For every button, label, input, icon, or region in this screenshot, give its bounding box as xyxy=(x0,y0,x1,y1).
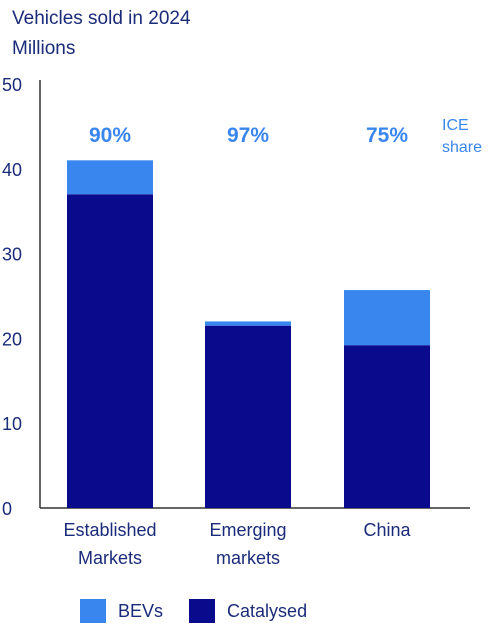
chart-legend: BEVs Catalysed xyxy=(80,598,333,624)
bar-catalysed-2 xyxy=(344,345,430,508)
ice-share-label: share xyxy=(442,139,482,156)
chart-title-block: Vehicles sold in 2024 Millions xyxy=(12,4,191,64)
x-tick-label: markets xyxy=(216,548,280,568)
ice-share-value: 75% xyxy=(366,124,408,147)
bar-catalysed-0 xyxy=(67,194,153,509)
ice-share-value: 97% xyxy=(227,124,269,147)
legend-item-catalysed: Catalysed xyxy=(189,599,307,623)
stacked-bar-chart: 0 10 20 30 40 50 Established Markets 90% Emerging… xyxy=(2,75,482,568)
bar-bevs-0 xyxy=(67,160,153,195)
legend-item-bevs: BEVs xyxy=(80,599,163,623)
y-tick-label: 20 xyxy=(2,329,22,349)
bar-bevs-1 xyxy=(205,321,291,326)
y-tick-label: 30 xyxy=(2,245,22,265)
bar-bevs-2 xyxy=(344,290,430,346)
legend-label-catalysed: Catalysed xyxy=(227,600,308,621)
y-tick-label: 10 xyxy=(2,414,22,434)
x-tick-label: China xyxy=(363,520,411,540)
chart-title: Vehicles sold in 2024 xyxy=(12,8,191,29)
ice-share-value: 90% xyxy=(89,124,131,147)
ice-share-label: ICE xyxy=(442,117,469,134)
y-tick-label: 40 xyxy=(2,160,22,180)
legend-swatch-catalysed xyxy=(189,599,216,623)
x-tick-label: Emerging xyxy=(209,520,286,540)
bar-catalysed-1 xyxy=(205,325,291,508)
chart-subtitle: Millions xyxy=(12,38,76,59)
y-tick-label: 50 xyxy=(2,75,22,95)
legend-swatch-bevs xyxy=(80,599,106,623)
legend-label-bevs: BEVs xyxy=(118,600,164,621)
x-tick-label: Markets xyxy=(78,548,142,568)
y-tick-label: 0 xyxy=(2,499,12,519)
x-tick-label: Established xyxy=(63,520,156,540)
